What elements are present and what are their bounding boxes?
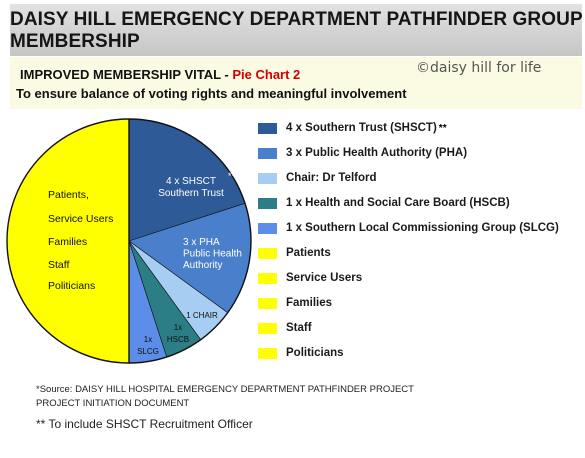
legend-swatch xyxy=(258,322,277,334)
legend-swatch xyxy=(258,122,277,134)
footnote: ** To include SHSCT Recruitment Officer xyxy=(36,417,253,431)
legend-label: 1 x Southern Local Commissioning Group (… xyxy=(286,222,559,234)
subtitle-band xyxy=(10,57,582,109)
legend-label: 4 x Southern Trust (SHSCT) xyxy=(286,122,437,134)
slice-label-1-x-health-and-social-care-board-hscb-2: HSCB xyxy=(167,335,189,344)
legend-label: Staff xyxy=(286,322,312,334)
legend-label: Politicians xyxy=(286,347,344,359)
legend-item-service-users: Service Users xyxy=(258,269,362,287)
tagline: To ensure balance of voting rights and m… xyxy=(16,86,407,101)
legend-item-families: Families xyxy=(258,294,332,312)
slice-label-4-x-southern-trust-shsct-2: Southern Trust xyxy=(158,188,224,199)
legend-item-chair-dr-telford: Chair: Dr Telford xyxy=(258,169,377,187)
legend-label: Families xyxy=(286,297,333,309)
subtitle: IMPROVED MEMBERSHIP VITAL - Pie Chart 2 xyxy=(20,67,300,82)
source-line-2: PROJECT INITIATION DOCUMENT xyxy=(36,398,190,409)
legend-swatch xyxy=(258,297,277,309)
legend-item-politicians: Politicians xyxy=(258,344,344,362)
pie-slice-staff xyxy=(12,142,129,241)
copyright-watermark: ©daisy hill for life xyxy=(416,60,542,76)
legend-label: Service Users xyxy=(286,272,363,284)
source-note: *Source: DAISY HILL HOSPITAL EMERGENCY D… xyxy=(36,383,414,411)
slice-label-service-users: Service Users xyxy=(48,213,113,225)
title-bar xyxy=(10,4,582,56)
legend-swatch xyxy=(258,197,277,209)
slice-label-footnote-marker: ** xyxy=(228,171,236,181)
legend-item-1-x-southern-local-commissioning-group-slcg: 1 x Southern Local Commissioning Group (… xyxy=(258,219,559,237)
slice-label-4-x-southern-trust-shsct-1: 4 x SHSCT xyxy=(166,176,216,187)
page-title-line-1: DAISY HILL EMERGENCY DEPARTMENT PATHFIND… xyxy=(10,9,583,30)
slice-label-patients: Patients, xyxy=(48,189,89,201)
slice-label-1-x-health-and-social-care-board-hscb-1: 1x xyxy=(174,323,182,332)
slice-label-families: Families xyxy=(48,236,87,248)
chart-name: Pie Chart 2 xyxy=(232,67,301,82)
legend-swatch xyxy=(258,347,277,359)
slice-label-3-x-public-health-authority-pha-3: Authority xyxy=(183,260,222,271)
legend-item-3-x-public-health-authority-pha: 3 x Public Health Authority (PHA) xyxy=(258,144,467,162)
slice-label-chair-dr-telford: 1 CHAIR xyxy=(186,311,218,320)
pie-slice-politicians xyxy=(57,119,129,241)
legend-item-4-x-southern-trust-shsct: 4 x Southern Trust (SHSCT) ** xyxy=(258,119,447,137)
legend-swatch xyxy=(258,147,277,159)
pie-slice-families xyxy=(6,203,130,279)
slice-label-politicians: Politicians xyxy=(48,280,95,292)
legend-item-1-x-health-and-social-care-board-hscb: 1 x Health and Social Care Board (HSCB) xyxy=(258,194,510,212)
legend-label: 3 x Public Health Authority (PHA) xyxy=(286,147,468,159)
slice-label-staff: Staff xyxy=(48,259,69,271)
legend-swatch xyxy=(258,272,277,284)
legend-swatch xyxy=(258,222,277,234)
legend-label: 1 x Health and Social Care Board (HSCB) xyxy=(286,197,510,209)
pie-slice-service-users xyxy=(12,241,129,340)
slice-label-1-x-southern-local-commissioning-group-slcg-2: SLCG xyxy=(137,347,159,356)
subtitle-text: IMPROVED MEMBERSHIP VITAL - xyxy=(20,67,233,82)
legend-swatch xyxy=(258,172,277,184)
legend-swatch xyxy=(258,247,277,259)
source-line-1: *Source: DAISY HILL HOSPITAL EMERGENCY D… xyxy=(36,384,414,395)
legend-item-patients: Patients xyxy=(258,244,331,262)
legend-label: Chair: Dr Telford xyxy=(286,172,377,184)
page-title-line-2: MEMBERSHIP xyxy=(10,31,140,52)
legend-label: Patients xyxy=(286,247,331,259)
slice-label-3-x-public-health-authority-pha-2: Public Health xyxy=(183,249,242,260)
slice-label-3-x-public-health-authority-pha-1: 3 x PHA xyxy=(183,237,220,248)
pie-slice-patients xyxy=(57,241,129,363)
legend-item-staff: Staff xyxy=(258,319,312,337)
legend-footnote-marker: ** xyxy=(438,122,447,134)
slice-label-1-x-southern-local-commissioning-group-slcg-1: 1x xyxy=(144,335,152,344)
